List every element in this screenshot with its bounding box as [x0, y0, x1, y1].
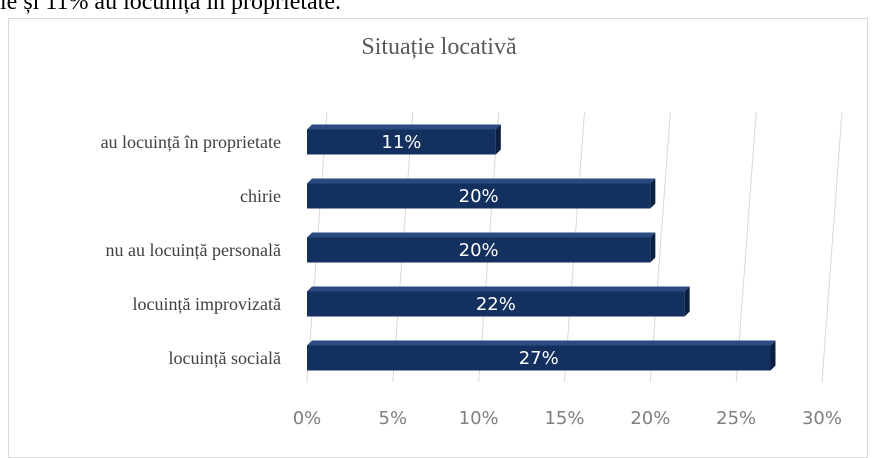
bar-top-face [307, 178, 656, 184]
bar [307, 291, 685, 317]
bar-end-face [650, 178, 656, 209]
category-label: locuință socială [169, 348, 281, 368]
bar-end-face [650, 232, 656, 263]
data-label: 22% [476, 294, 516, 315]
gridline [821, 111, 843, 383]
bar-top-face [307, 124, 501, 130]
x-tick-label: 10% [459, 408, 499, 429]
category-label: nu au locuință personală [106, 240, 281, 260]
bar-top-face [307, 232, 656, 238]
bar-top-face [307, 286, 690, 292]
category-label: locuință improvizată [133, 294, 281, 314]
data-label: 27% [519, 348, 559, 369]
category-label: au locuință în proprietate [101, 132, 281, 152]
bar [307, 183, 651, 209]
data-label: 20% [459, 186, 499, 207]
x-tick-label: 30% [802, 408, 842, 429]
data-label: 11% [381, 132, 421, 153]
bar [307, 345, 771, 371]
x-tick-label: 25% [716, 408, 756, 429]
bar [307, 237, 651, 263]
bar-chart: 0% 5% 10% 15% 20% 25% 30% au locuință în propri… [101, 111, 843, 429]
preceding-paragraph-text: le și 11% au locuința în proprietate. [0, 0, 342, 15]
bar [307, 129, 496, 155]
category-label: chirie [240, 186, 281, 206]
gridline [735, 111, 757, 383]
x-tick-label: 20% [630, 408, 670, 429]
chart-title: Situație locativă [361, 34, 517, 60]
data-label: 20% [459, 240, 499, 261]
bar-end-face [770, 340, 776, 371]
x-tick-label: 15% [544, 408, 584, 429]
x-tick-label: 5% [379, 408, 408, 429]
bar-end-face [684, 286, 690, 317]
bar-end-face [495, 124, 501, 155]
bar-top-face [307, 340, 776, 346]
x-tick-label: 0% [293, 408, 322, 429]
gridline [649, 111, 671, 383]
